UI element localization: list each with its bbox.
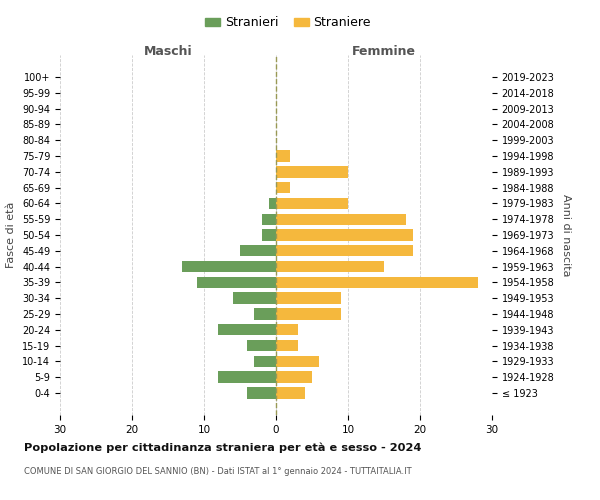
Bar [276,182,290,194]
Bar [269,198,276,209]
Bar [218,372,276,383]
Bar [240,245,276,256]
Bar [247,340,276,351]
Text: Femmine: Femmine [352,45,416,58]
Bar [276,214,406,225]
Bar [276,372,312,383]
Bar [276,292,341,304]
Bar [247,388,276,398]
Bar [276,166,348,177]
Bar [254,308,276,320]
Bar [182,261,276,272]
Bar [276,150,290,162]
Legend: Stranieri, Straniere: Stranieri, Straniere [200,11,376,34]
Bar [276,276,478,288]
Bar [276,324,298,336]
Text: COMUNE DI SAN GIORGIO DEL SANNIO (BN) - Dati ISTAT al 1° gennaio 2024 - TUTTAITA: COMUNE DI SAN GIORGIO DEL SANNIO (BN) - … [24,468,412,476]
Bar [276,261,384,272]
Bar [262,214,276,225]
Text: Maschi: Maschi [143,45,193,58]
Bar [276,198,348,209]
Bar [276,356,319,367]
Bar [276,245,413,256]
Bar [197,276,276,288]
Bar [276,388,305,398]
Y-axis label: Fasce di età: Fasce di età [7,202,16,268]
Bar [276,340,298,351]
Y-axis label: Anni di nascita: Anni di nascita [561,194,571,276]
Bar [262,230,276,240]
Bar [276,230,413,240]
Text: Popolazione per cittadinanza straniera per età e sesso - 2024: Popolazione per cittadinanza straniera p… [24,442,421,453]
Bar [218,324,276,336]
Bar [233,292,276,304]
Bar [254,356,276,367]
Bar [276,308,341,320]
